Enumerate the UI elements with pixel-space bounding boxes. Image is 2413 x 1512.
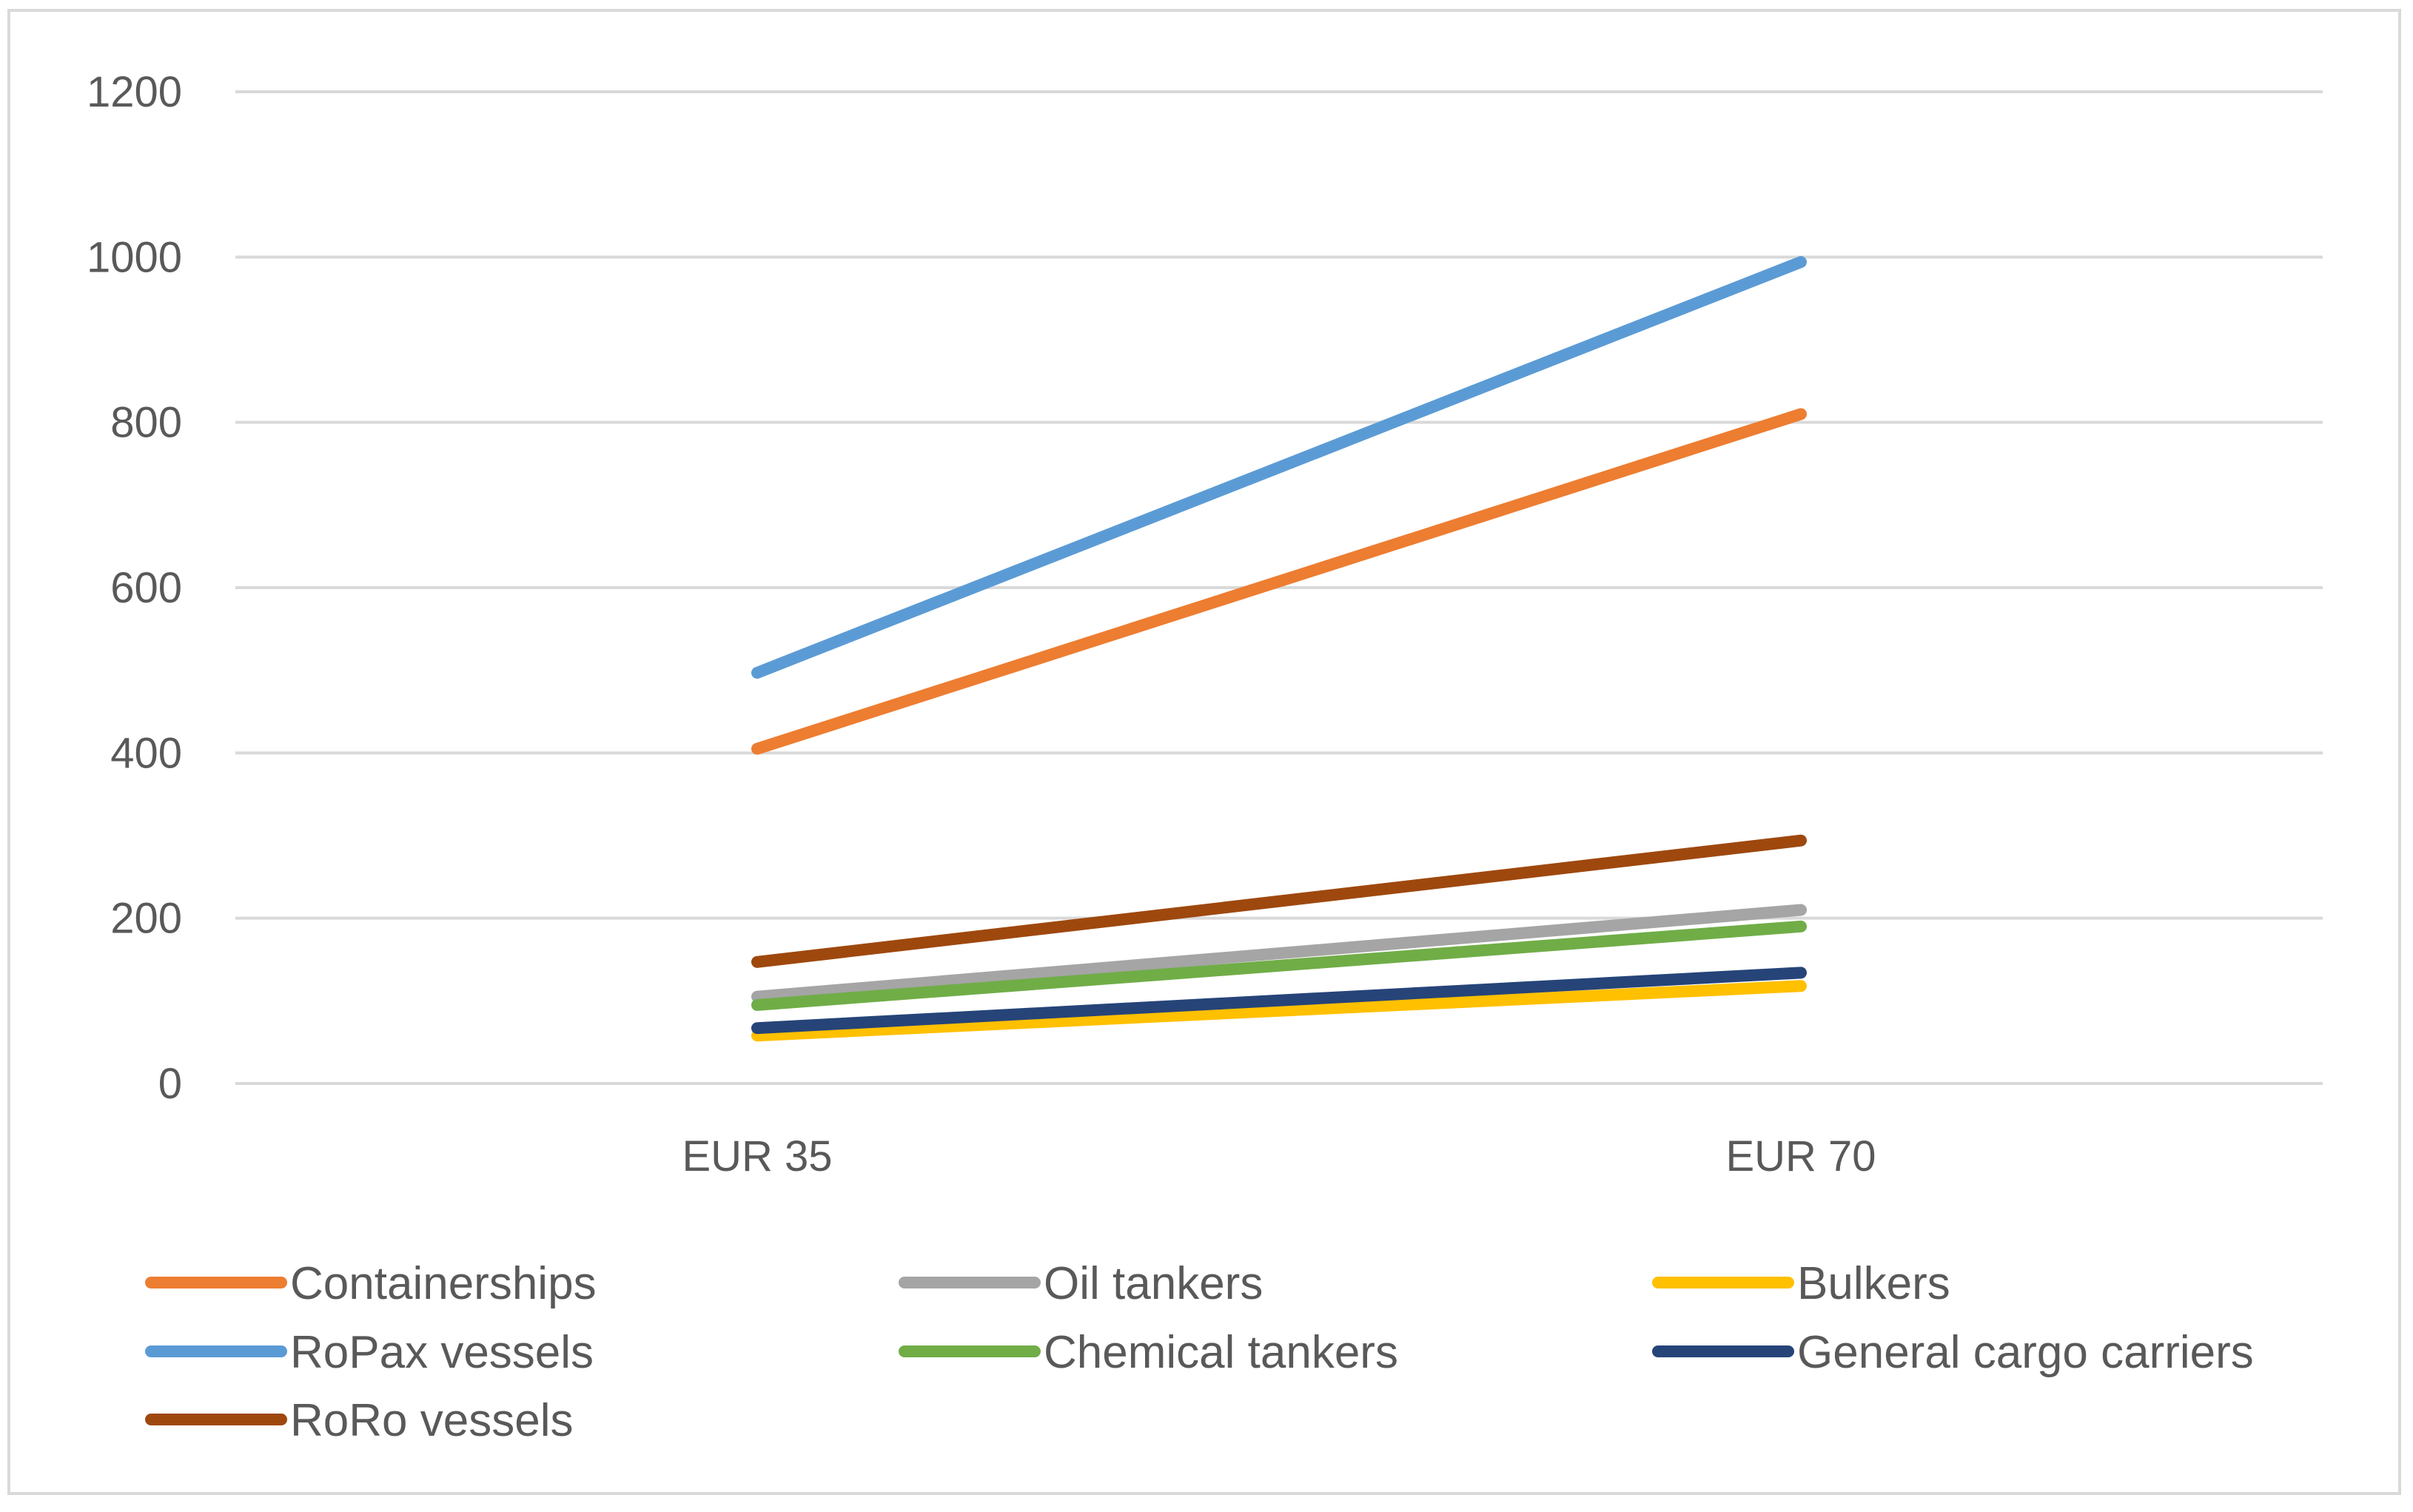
legend-label: Bulkers <box>1797 1258 1950 1309</box>
y-tick-label: 1200 <box>87 68 182 116</box>
series-line-general-cargo-carriers <box>751 967 1807 1035</box>
series-line-ropax-vessels <box>751 256 1807 679</box>
series-line-roro-vessels <box>751 834 1807 968</box>
legend-item: Chemical tankers <box>899 1327 1398 1378</box>
x-tick-label: EUR 70 <box>1725 1132 1876 1180</box>
legend-item: RoPax vessels <box>145 1327 594 1378</box>
y-tick-label: 1000 <box>87 233 182 281</box>
x-tick-label: EUR 35 <box>682 1132 832 1180</box>
legend-item: RoRo vessels <box>145 1395 573 1446</box>
x-axis: EUR 35 EUR 70 <box>682 1132 1876 1180</box>
y-tick-label: 200 <box>110 895 182 943</box>
y-tick-label: 800 <box>110 399 182 447</box>
legend: Containerships Oil tankers Bulkers RoPax ve… <box>145 1258 2254 1446</box>
series-line-chemical-tankers <box>751 920 1807 1011</box>
legend-label: RoRo vessels <box>290 1395 573 1446</box>
series-line-bulkers <box>751 980 1807 1042</box>
y-tick-label: 400 <box>110 729 182 777</box>
legend-item: General cargo carriers <box>1652 1327 2254 1378</box>
legend-label: General cargo carriers <box>1797 1327 2254 1378</box>
legend-label: Containerships <box>290 1258 597 1309</box>
legend-item: Bulkers <box>1652 1258 1950 1309</box>
legend-item: Containerships <box>145 1258 597 1309</box>
series-line-oil-tankers <box>751 904 1807 1003</box>
legend-label: RoPax vessels <box>290 1327 594 1378</box>
y-tick-label: 600 <box>110 564 182 612</box>
legend-item: Oil tankers <box>899 1258 1263 1309</box>
legend-label: Oil tankers <box>1044 1258 1263 1309</box>
y-axis: 0 200 400 600 800 1000 1200 <box>87 68 182 1108</box>
series-lines <box>751 256 1807 1042</box>
y-tick-label: 0 <box>158 1060 182 1108</box>
series-line-containerships <box>751 408 1807 755</box>
legend-label: Chemical tankers <box>1044 1327 1398 1378</box>
gridlines <box>235 90 2323 1085</box>
